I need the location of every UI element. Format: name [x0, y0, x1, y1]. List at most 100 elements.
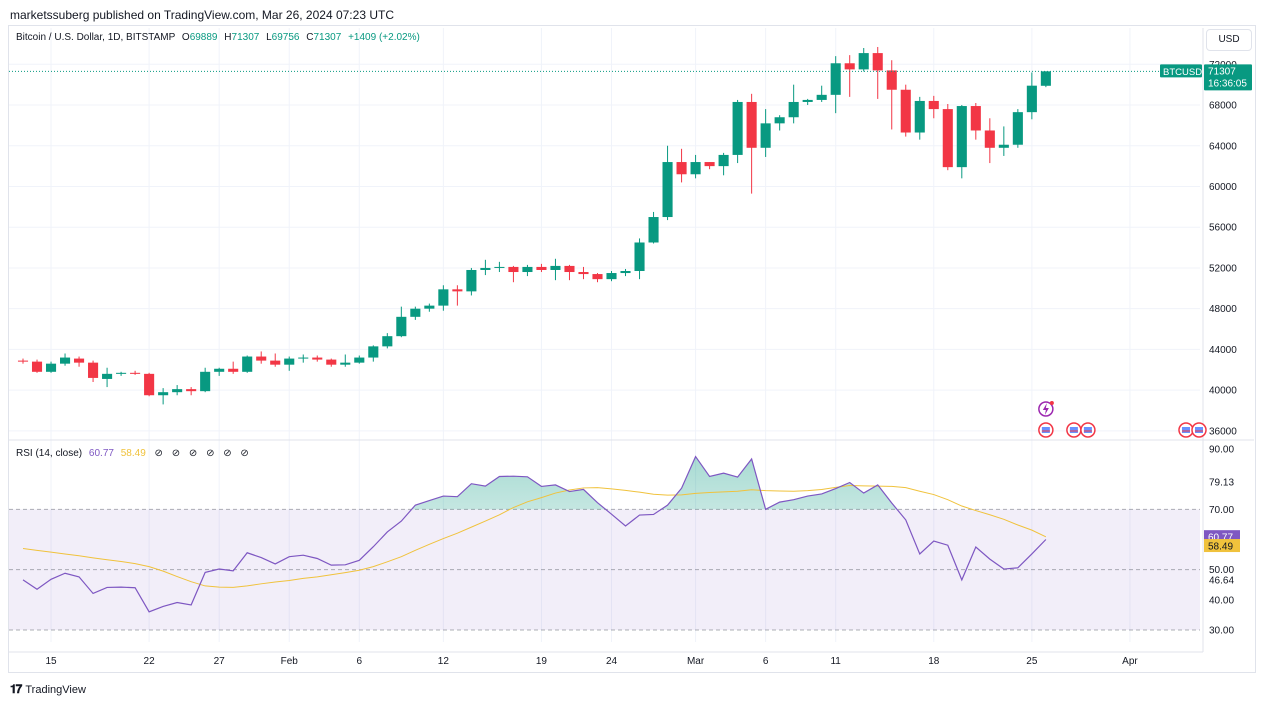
ticker-tag-bg: [1160, 64, 1202, 78]
candle-body: [396, 316, 407, 337]
candle-body: [354, 357, 365, 363]
candle-body: [74, 358, 85, 363]
us-economic-event-icon-stripe: [1195, 427, 1203, 433]
candle-body: [508, 266, 519, 273]
rsi-tick-label: 79.13: [1209, 477, 1234, 488]
candle-body: [774, 117, 785, 124]
time-tick-label: 24: [606, 656, 618, 667]
candle-body: [312, 357, 323, 360]
rsi-tick-label: 90.00: [1209, 445, 1234, 456]
candle-body: [102, 373, 113, 379]
candle-body: [368, 346, 379, 358]
candle-body: [886, 70, 897, 90]
rsi-tick-label: 46.64: [1209, 575, 1234, 586]
brand-name: TradingView: [25, 683, 86, 696]
candle-body: [144, 373, 155, 396]
high-value: 71307: [231, 32, 260, 43]
price-tick-label: 48000: [1209, 304, 1237, 315]
axes: 36000 40000 44000 48000 52000 56000 60000 64000…: [45, 60, 1252, 667]
candle-body: [228, 368, 239, 372]
candle-body: [998, 144, 1009, 148]
time-tick-label: Apr: [1122, 656, 1138, 667]
candle-body: [760, 123, 771, 148]
ma-value-tag-bg: [1204, 539, 1240, 553]
time-tick-label: 27: [214, 656, 226, 667]
candle-body: [578, 272, 589, 275]
candle-body: [606, 273, 617, 280]
candle-body: [88, 362, 99, 378]
candle-body: [746, 101, 757, 148]
candle-body: [172, 389, 183, 393]
price-tick-label: 60000: [1209, 182, 1237, 193]
candle-body: [270, 360, 281, 365]
us-economic-event-icon-stripe: [1181, 427, 1190, 433]
publisher-line: marketssuberg published on TradingView.c…: [10, 8, 394, 22]
chart-frame: [8, 25, 1256, 673]
hidden-eye-icon[interactable]: ⊘: [206, 448, 215, 459]
time-tick-label: 22: [144, 656, 156, 667]
price-tag-bg: [1204, 64, 1252, 91]
candle-body: [900, 89, 911, 133]
price-tick-label: 36000: [1209, 426, 1237, 437]
candle-body: [284, 358, 295, 365]
price-tick-label: 44000: [1209, 345, 1237, 356]
time-tick-label: 6: [357, 656, 363, 667]
main-legend: Bitcoin / U.S. Dollar, 1D, BITSTAMP O698…: [16, 32, 420, 43]
time-tick-label: 25: [1026, 656, 1038, 667]
price-tick-label: 64000: [1209, 141, 1237, 152]
rsi-title: RSI (14, close): [16, 448, 83, 459]
hidden-eye-icon[interactable]: ⊘: [223, 448, 232, 459]
rsi-tick-label: 30.00: [1209, 625, 1234, 636]
hidden-eye-icon[interactable]: ⊘: [171, 448, 181, 459]
candle-body: [788, 101, 799, 118]
candle-body: [984, 130, 995, 148]
candle-body: [200, 371, 211, 392]
close-key: C: [306, 32, 314, 43]
candle-body: [424, 305, 435, 309]
candle-body: [732, 101, 743, 155]
ticker-tag-label: BTCUSD: [1163, 67, 1202, 78]
symbol-label: Bitcoin / U.S. Dollar, 1D, BITSTAMP: [16, 32, 176, 43]
open-key: O: [181, 32, 190, 43]
candle-body: [564, 265, 575, 273]
rsi-value-tag: 60.77: [1208, 533, 1233, 544]
rsi-legend-value: 60.77: [88, 448, 114, 459]
candle-body: [45, 363, 57, 372]
currency-button[interactable]: USD: [1206, 29, 1252, 51]
candle-body: [494, 266, 505, 268]
event-markers: [1038, 401, 1207, 438]
candle-body: [1026, 85, 1037, 113]
candle-body: [802, 99, 813, 102]
footer-brand[interactable]: 𝟏𝟕 TradingView: [10, 682, 86, 697]
hidden-eye-icon[interactable]: ⊘: [188, 448, 198, 459]
change-value: +1409 (+2.02%): [348, 32, 420, 43]
candle-body: [830, 63, 841, 95]
candle-body: [452, 289, 463, 292]
candle-body: [928, 100, 939, 110]
candle-body: [634, 242, 645, 272]
hidden-eye-icon[interactable]: ⊘: [154, 448, 163, 459]
price-tag-countdown: 16:36:05: [1208, 78, 1247, 89]
candle-body: [816, 94, 827, 100]
low-value: 69756: [271, 32, 300, 43]
candle-body: [17, 360, 29, 362]
candle-body: [844, 63, 855, 70]
hidden-eye-icon[interactable]: ⊘: [240, 448, 249, 459]
ma-value-tag: 58.49: [1208, 542, 1233, 553]
time-tick-label: 6: [763, 656, 769, 667]
price-tick-label: 52000: [1209, 263, 1237, 274]
candle-body: [466, 269, 477, 292]
candle-body: [214, 368, 225, 372]
candle-body: [31, 361, 43, 372]
price-tick-label: 40000: [1209, 386, 1237, 397]
time-tick-label: Mar: [687, 656, 705, 667]
candles: [9, 46, 1200, 405]
rsi-ma-legend-value: 58.49: [120, 448, 146, 459]
rsi-line: [22, 455, 1047, 613]
us-economic-event-icon-stripe: [1041, 427, 1050, 433]
candle-body: [914, 100, 925, 133]
candle-body: [298, 357, 309, 359]
us-economic-event-icon-stripe: [1083, 427, 1092, 433]
price-tick-label: 56000: [1209, 223, 1237, 234]
